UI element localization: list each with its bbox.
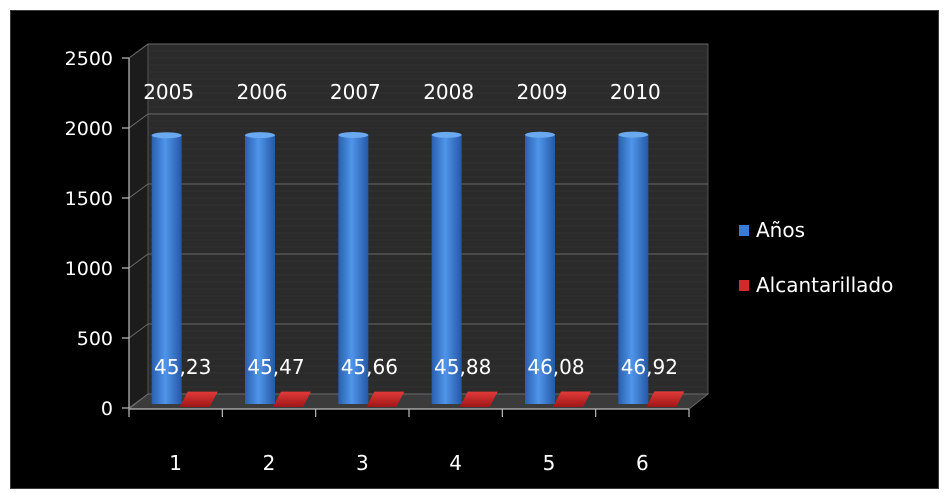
data-label-anos: 2006: [237, 80, 288, 104]
gridline-side: [128, 393, 149, 409]
legend-label-anos: Años: [756, 218, 806, 242]
bar-alcantarillado: [366, 391, 405, 407]
bar-anos: [151, 135, 182, 405]
legend-item-anos: Años: [739, 218, 805, 242]
x-tick-label: 5: [543, 451, 556, 475]
bar-anos-top: [151, 132, 182, 139]
data-label-alcantarillado: 45,23: [154, 355, 211, 379]
legend-label-alcantarillado: Alcantarillado: [756, 273, 894, 297]
bar-alcantarillado: [459, 391, 498, 407]
data-label-anos: 2005: [143, 80, 194, 104]
legend-item-alcantarillado: Alcantarillado: [739, 273, 893, 297]
x-tick-label: 6: [636, 451, 649, 475]
data-label-anos: 2008: [423, 80, 474, 104]
data-label-alcantarillado: 46,08: [527, 355, 584, 379]
gridline-side: [128, 43, 149, 59]
chart-panel: 0 500 1000 1500 2000 2500 1 2 3 4 5 6 2005 45,23 2006…: [10, 10, 939, 489]
bar-anos: [525, 134, 555, 404]
bar-alcantarillado: [273, 391, 311, 407]
bar-alcantarillado: [179, 391, 218, 407]
data-label-anos: 2009: [517, 80, 568, 104]
bar-anos: [338, 135, 369, 404]
bar-anos: [431, 134, 462, 404]
y-tick-label: 0: [101, 398, 113, 420]
bar-anos-top: [525, 131, 555, 138]
x-tick-label: 4: [449, 451, 462, 475]
bar-anos: [245, 135, 275, 404]
y-tick-label: 2500: [65, 48, 113, 70]
bar-anos-top: [338, 132, 369, 139]
data-label-anos: 2007: [330, 80, 381, 104]
legend-swatch-alcantarillado: [739, 279, 749, 291]
data-label-anos: 2010: [610, 80, 661, 104]
gridlines: [128, 43, 708, 409]
data-label-alcantarillado: 45,88: [434, 355, 491, 379]
gridline-side: [128, 253, 149, 269]
bar-alcantarillado: [553, 391, 591, 407]
legend-swatch-anos: [739, 224, 749, 236]
bar-anos-top: [618, 131, 649, 138]
bars: [151, 131, 685, 407]
bar-anos-top: [431, 131, 462, 138]
chart-plot: 0 500 1000 1500 2000 2500 1 2 3 4 5 6 2005 45,23 2006…: [65, 43, 710, 475]
x-tick-label: 3: [356, 451, 369, 475]
y-tick-label: 500: [77, 328, 113, 350]
bar-alcantarillado: [646, 391, 685, 407]
data-label-alcantarillado: 45,66: [341, 355, 398, 379]
gridline-side: [128, 113, 149, 129]
y-tick-label: 2000: [65, 118, 113, 140]
data-label-alcantarillado: 45,47: [247, 355, 304, 379]
x-tick-label: 2: [263, 451, 276, 475]
data-label-alcantarillado: 46,92: [621, 355, 678, 379]
y-tick-label: 1500: [65, 188, 113, 210]
data-labels: 2005 45,23 2006 45,47 2007 45,66 2008 45,88 2009…: [143, 80, 678, 379]
gridline-side: [128, 183, 149, 199]
x-tick-label: 1: [169, 451, 182, 475]
bar-anos: [618, 134, 649, 404]
bar-anos-top: [245, 132, 275, 139]
axes: 0 500 1000 1500 2000 2500 1 2 3 4 5 6: [65, 48, 690, 475]
gridline-side: [128, 323, 149, 339]
y-tick-label: 1000: [65, 258, 113, 280]
